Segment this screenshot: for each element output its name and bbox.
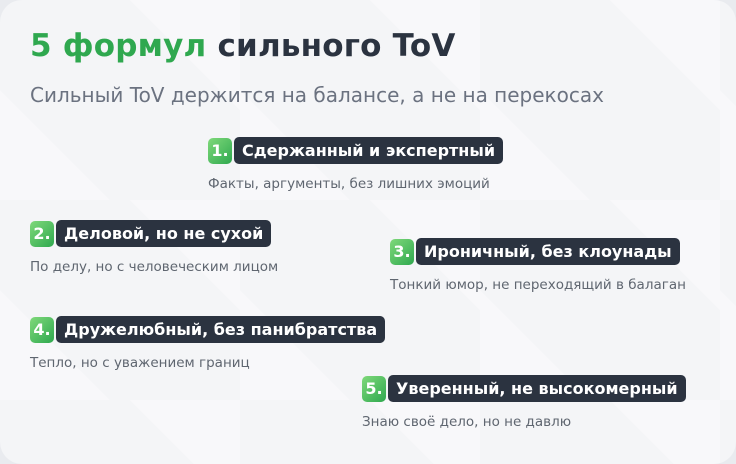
title-rest: сильного ToV: [217, 28, 456, 64]
item-label: Уверенный, не высокомерный: [388, 375, 686, 402]
item-head: 5. Уверенный, не высокомерный: [362, 375, 686, 402]
item-number: 1.: [208, 137, 232, 164]
item-head: 4. Дружелюбный, без панибратства: [30, 316, 386, 343]
title: 5 формул сильного ToV: [30, 28, 456, 64]
item: 3. Ироничный, без клоунады Тонкий юмор, не…: [390, 238, 686, 293]
item-number: 5.: [362, 375, 386, 402]
item-description: Тепло, но с уважением границ: [30, 355, 250, 371]
item-number: 2.: [30, 220, 54, 247]
item-label: Деловой, но не сухой: [56, 220, 272, 247]
item-head: 2. Деловой, но не сухой: [30, 220, 278, 247]
item-number: 4.: [30, 316, 54, 343]
title-accent: 5 формул: [30, 28, 207, 64]
item-description: Факты, аргументы, без лишних эмоций: [208, 176, 490, 192]
item-head: 3. Ироничный, без клоунады: [390, 238, 686, 265]
item-label: Ироничный, без клоунады: [416, 238, 680, 265]
item-description: Тонкий юмор, не переходящий в балаган: [390, 277, 686, 293]
subtitle: Сильный ToV держится на балансе, а не на…: [30, 83, 604, 107]
item-label: Сдержанный и экспертный: [234, 137, 504, 164]
item: 2. Деловой, но не сухой По делу, но с чело…: [30, 220, 278, 275]
item-description: По делу, но с человеческим лицом: [30, 259, 279, 275]
item-label: Дружелюбный, без панибратства: [56, 316, 386, 343]
item: 5. Уверенный, не высокомерный Знаю своё де…: [362, 375, 686, 430]
item: 4. Дружелюбный, без панибратства Тепло, но…: [30, 316, 386, 371]
item-description: Знаю своё дело, но не давлю: [362, 414, 572, 430]
item-head: 1. Сдержанный и экспертный: [208, 137, 504, 164]
item: 1. Сдержанный и экспертный Факты, аргумент…: [208, 137, 504, 192]
item-number: 3.: [390, 238, 414, 265]
